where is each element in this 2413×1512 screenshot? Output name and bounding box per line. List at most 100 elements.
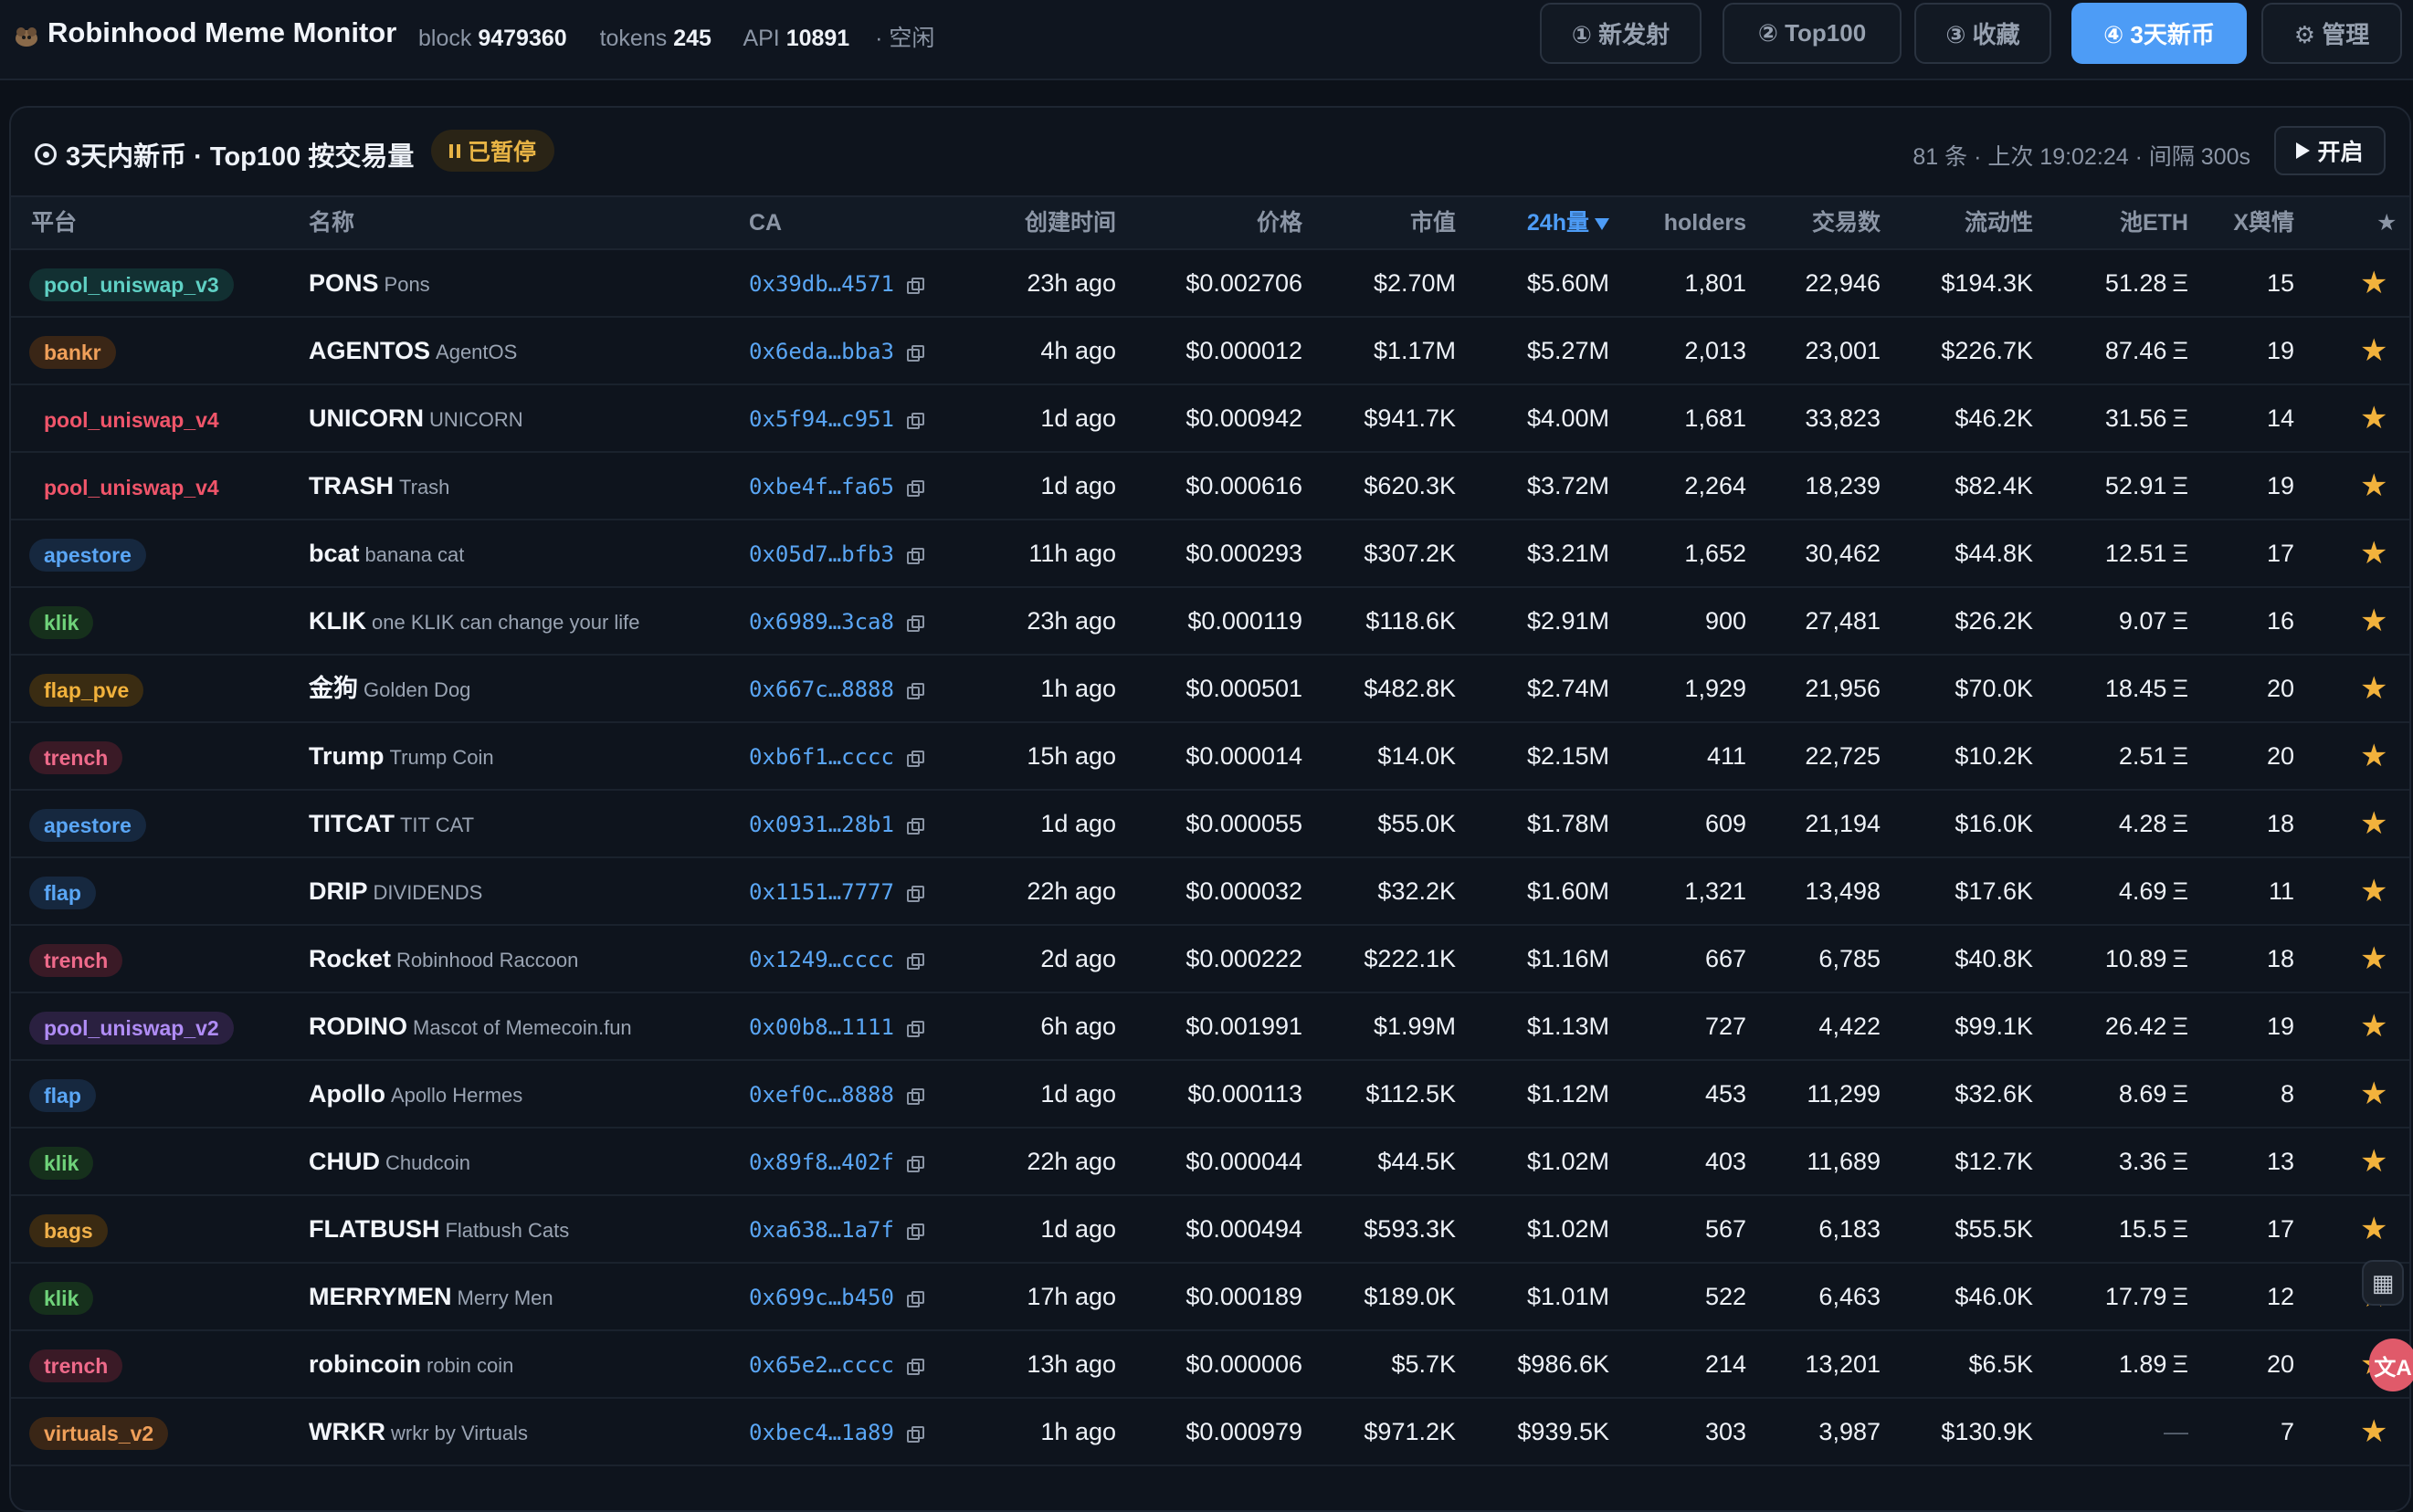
- platform-badge[interactable]: apestore: [29, 809, 146, 842]
- table-row[interactable]: pool_uniswap_v3 PONS Pons 0x39db…4571 23h …: [11, 250, 2411, 318]
- favorite-star-icon[interactable]: ★: [2360, 250, 2387, 316]
- table-row[interactable]: virtuals_v2 WRKR wrkr by Virtuals 0xbec4……: [11, 1399, 2411, 1466]
- table-row[interactable]: klik CHUD Chudcoin 0x89f8…402f 22h ago $0.0…: [11, 1129, 2411, 1196]
- contract-address-link[interactable]: 0x667c…8888: [749, 677, 894, 702]
- copy-icon[interactable]: [907, 1359, 922, 1373]
- platform-badge[interactable]: virtuals_v2: [29, 1417, 168, 1450]
- copy-icon[interactable]: [907, 1223, 922, 1238]
- table-row[interactable]: pool_uniswap_v4 TRASH Trash 0xbe4f…fa65 1d…: [11, 453, 2411, 520]
- col-txs[interactable]: 交易数: [1765, 197, 1881, 248]
- tab-favorites[interactable]: ③ 收藏: [1914, 3, 2051, 64]
- platform-badge[interactable]: pool_uniswap_v3: [29, 268, 234, 301]
- contract-address-link[interactable]: 0x39db…4571: [749, 271, 894, 297]
- platform-badge[interactable]: trench: [29, 741, 122, 774]
- favorite-star-icon[interactable]: ★: [2360, 723, 2387, 789]
- platform-badge[interactable]: klik: [29, 1282, 93, 1315]
- favorite-star-icon[interactable]: ★: [2360, 791, 2387, 856]
- favorite-star-icon[interactable]: ★: [2360, 453, 2387, 519]
- table-row[interactable]: bags FLATBUSH Flatbush Cats 0xa638…1a7f 1d…: [11, 1196, 2411, 1264]
- platform-badge[interactable]: bags: [29, 1214, 108, 1247]
- tab-manage[interactable]: ⚙ 管理: [2261, 3, 2402, 64]
- copy-icon[interactable]: [907, 548, 922, 562]
- copy-icon[interactable]: [907, 953, 922, 968]
- table-row[interactable]: klik MERRYMEN Merry Men 0x699c…b450 17h ag…: [11, 1264, 2411, 1331]
- col-24h-volume[interactable]: 24h量: [1472, 197, 1609, 248]
- contract-address-link[interactable]: 0x6989…3ca8: [749, 609, 894, 635]
- contract-address-link[interactable]: 0x05d7…bfb3: [749, 541, 894, 567]
- platform-badge[interactable]: flap: [29, 1079, 96, 1112]
- table-row[interactable]: trench robincoin robin coin 0x65e2…cccc 13…: [11, 1331, 2411, 1399]
- apps-icon[interactable]: ▦: [2362, 1260, 2404, 1306]
- col-x-sentiment[interactable]: X舆情: [2203, 197, 2294, 248]
- platform-badge[interactable]: trench: [29, 944, 122, 977]
- favorite-star-icon[interactable]: ★: [2360, 385, 2387, 451]
- platform-badge[interactable]: apestore: [29, 539, 146, 572]
- col-name[interactable]: 名称: [309, 197, 354, 248]
- col-ca[interactable]: CA: [749, 197, 782, 248]
- table-row[interactable]: klik KLIK one KLIK can change your life 0…: [11, 588, 2411, 656]
- contract-address-link[interactable]: 0xbec4…1a89: [749, 1420, 894, 1445]
- platform-badge[interactable]: flap: [29, 877, 96, 909]
- copy-icon[interactable]: [907, 278, 922, 292]
- favorite-star-icon[interactable]: ★: [2360, 1061, 2387, 1127]
- table-row[interactable]: bankr AGENTOS AgentOS 0x6eda…bba3 4h ago $0…: [11, 318, 2411, 385]
- favorite-star-icon[interactable]: ★: [2360, 318, 2387, 383]
- tab-top100[interactable]: ② Top100: [1723, 3, 1902, 64]
- copy-icon[interactable]: [907, 615, 922, 630]
- tab-new-launch[interactable]: ① 新发射: [1540, 3, 1702, 64]
- col-favorite[interactable]: ★: [2376, 197, 2397, 248]
- favorite-star-icon[interactable]: ★: [2360, 1399, 2387, 1465]
- table-row[interactable]: pool_uniswap_v2 RODINO Mascot of Memecoin…: [11, 993, 2411, 1061]
- contract-address-link[interactable]: 0xbe4f…fa65: [749, 474, 894, 499]
- table-row[interactable]: pool_uniswap_v4 UNICORN UNICORN 0x5f94…c9…: [11, 385, 2411, 453]
- copy-icon[interactable]: [907, 480, 922, 495]
- platform-badge[interactable]: pool_uniswap_v4: [29, 471, 234, 504]
- table-row[interactable]: apestore bcat banana cat 0x05d7…bfb3 11h a…: [11, 520, 2411, 588]
- table-row[interactable]: apestore TITCAT TIT CAT 0x0931…28b1 1d ago…: [11, 791, 2411, 858]
- contract-address-link[interactable]: 0xef0c…8888: [749, 1082, 894, 1108]
- favorite-star-icon[interactable]: ★: [2360, 926, 2387, 992]
- platform-badge[interactable]: klik: [29, 606, 93, 639]
- copy-icon[interactable]: [907, 1291, 922, 1306]
- col-price[interactable]: 价格: [1153, 197, 1302, 248]
- copy-icon[interactable]: [907, 345, 922, 360]
- contract-address-link[interactable]: 0x65e2…cccc: [749, 1352, 894, 1378]
- tab-3day-new[interactable]: ④ 3天新币: [2071, 3, 2247, 64]
- copy-icon[interactable]: [907, 683, 922, 698]
- contract-address-link[interactable]: 0x00b8…1111: [749, 1014, 894, 1040]
- copy-icon[interactable]: [907, 751, 922, 765]
- contract-address-link[interactable]: 0x5f94…c951: [749, 406, 894, 432]
- favorite-star-icon[interactable]: ★: [2360, 1196, 2387, 1262]
- copy-icon[interactable]: [907, 413, 922, 427]
- contract-address-link[interactable]: 0x89f8…402f: [749, 1150, 894, 1175]
- contract-address-link[interactable]: 0x0931…28b1: [749, 812, 894, 837]
- col-platform[interactable]: 平台: [31, 197, 77, 248]
- favorite-star-icon[interactable]: ★: [2360, 858, 2387, 924]
- contract-address-link[interactable]: 0xa638…1a7f: [749, 1217, 894, 1243]
- contract-address-link[interactable]: 0xb6f1…cccc: [749, 744, 894, 770]
- table-row[interactable]: flap DRIP DIVIDENDS 0x1151…7777 22h ago $0.…: [11, 858, 2411, 926]
- table-row[interactable]: flap_pve 金狗 Golden Dog 0x667c…8888 1h ago $…: [11, 656, 2411, 723]
- col-liquidity[interactable]: 流动性: [1892, 197, 2033, 248]
- col-holders[interactable]: holders: [1628, 197, 1746, 248]
- table-row[interactable]: flap Apollo Apollo Hermes 0xef0c…8888 1d a…: [11, 1061, 2411, 1129]
- favorite-star-icon[interactable]: ★: [2360, 993, 2387, 1059]
- table-row[interactable]: trench Trump Trump Coin 0xb6f1…cccc 15h ag…: [11, 723, 2411, 791]
- favorite-star-icon[interactable]: ★: [2360, 520, 2387, 586]
- copy-icon[interactable]: [907, 1088, 922, 1103]
- contract-address-link[interactable]: 0x6eda…bba3: [749, 339, 894, 364]
- platform-badge[interactable]: pool_uniswap_v4: [29, 404, 234, 436]
- platform-badge[interactable]: trench: [29, 1349, 122, 1382]
- col-pool-eth[interactable]: 池ETH: [2057, 197, 2188, 248]
- platform-badge[interactable]: klik: [29, 1147, 93, 1180]
- copy-icon[interactable]: [907, 886, 922, 900]
- contract-address-link[interactable]: 0x1151…7777: [749, 879, 894, 905]
- platform-badge[interactable]: pool_uniswap_v2: [29, 1012, 234, 1045]
- start-button[interactable]: 开启: [2274, 126, 2386, 175]
- favorite-star-icon[interactable]: ★: [2360, 1129, 2387, 1194]
- translate-icon[interactable]: 文A: [2369, 1339, 2413, 1391]
- col-mcap[interactable]: 市值: [1326, 197, 1456, 248]
- favorite-star-icon[interactable]: ★: [2360, 656, 2387, 721]
- platform-badge[interactable]: bankr: [29, 336, 116, 369]
- platform-badge[interactable]: flap_pve: [29, 674, 143, 707]
